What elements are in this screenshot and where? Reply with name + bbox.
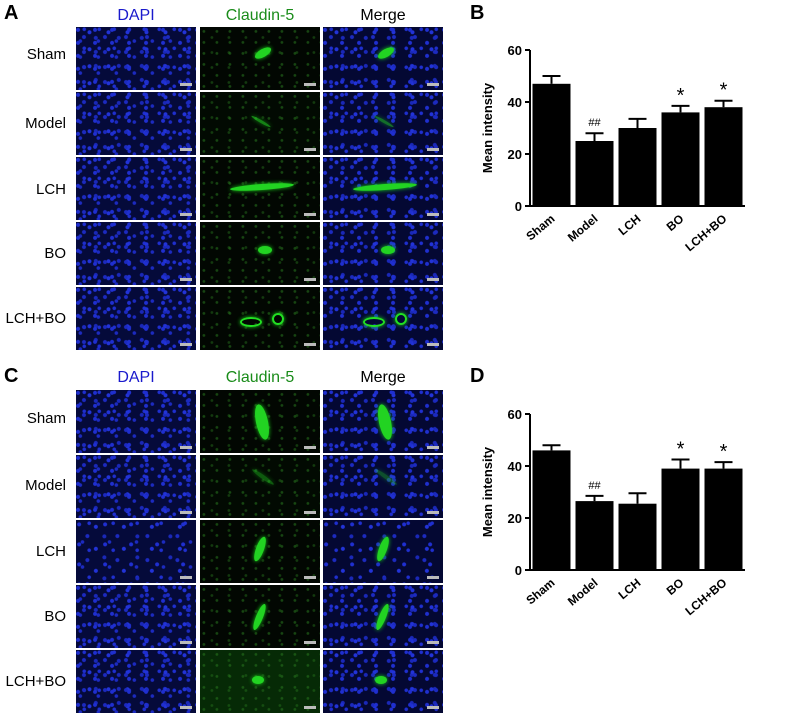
significance-label: ## xyxy=(588,480,601,492)
row-label-lch-c: LCH xyxy=(35,543,66,560)
bar xyxy=(704,107,743,206)
row-label-sham: Sham xyxy=(26,46,66,63)
col-header-dapi-c: DAPI xyxy=(117,369,155,386)
micrograph-merge-lch xyxy=(323,157,443,220)
panel-label-a: A xyxy=(4,2,19,24)
panel-label-b: B xyxy=(470,2,485,24)
col-header-claudin5-c: Claudin-5 xyxy=(225,369,295,386)
significance-label: * xyxy=(677,85,685,107)
micrograph-merge-bo xyxy=(323,222,443,285)
micrograph-merge-lch-bo xyxy=(323,287,443,350)
row-label-lch: LCH xyxy=(35,181,66,198)
x-tick-label: Model xyxy=(565,212,601,245)
micrograph-dapi-bo-c xyxy=(76,585,196,648)
bar xyxy=(704,468,743,570)
bar xyxy=(618,503,657,570)
micrograph-dapi-lch-bo-c xyxy=(76,650,196,713)
y-axis-label: Mean intensity xyxy=(480,82,495,173)
y-tick-label: 20 xyxy=(508,511,522,526)
bar xyxy=(532,450,571,570)
y-axis-label: Mean intensity xyxy=(480,446,495,537)
micrograph-dapi-lch xyxy=(76,157,196,220)
x-tick-label: LCH xyxy=(616,212,644,239)
panel-label-c: C xyxy=(4,365,19,387)
micrograph-merge-lch-bo-c xyxy=(323,650,443,713)
micrograph-claudin-lch xyxy=(200,157,320,220)
bar-chart-d: 0 20 40 60 Mean intensity Sham ## Model LCH * BO * L… xyxy=(480,407,745,619)
panel-label-d: D xyxy=(470,365,485,387)
row-label-lch-bo: LCH+BO xyxy=(5,310,66,327)
micrograph-dapi-sham xyxy=(76,27,196,90)
micrograph-claudin-lch-bo xyxy=(200,287,320,350)
row-label-bo-c: BO xyxy=(44,608,66,625)
bar xyxy=(532,83,571,206)
bar xyxy=(618,128,657,206)
micrograph-dapi-lch-c xyxy=(76,520,196,583)
significance-label: * xyxy=(720,441,728,463)
micrograph-claudin-sham-c xyxy=(200,390,320,453)
row-label-sham-c: Sham xyxy=(26,410,66,427)
micrograph-claudin-bo xyxy=(200,222,320,285)
micrograph-merge-model xyxy=(323,92,443,155)
col-header-merge-c: Merge xyxy=(360,369,406,386)
micrograph-claudin-bo-c xyxy=(200,585,320,648)
micrograph-claudin-lch-c xyxy=(200,520,320,583)
col-header-claudin5: Claudin-5 xyxy=(225,7,295,24)
x-tick-label: BO xyxy=(664,212,687,234)
micrograph-dapi-lch-bo xyxy=(76,287,196,350)
y-tick-label: 40 xyxy=(508,459,522,474)
significance-label: * xyxy=(677,439,685,461)
micrograph-claudin-sham xyxy=(200,27,320,90)
x-tick-label: LCH+BO xyxy=(682,212,729,255)
y-tick-label: 60 xyxy=(508,407,522,422)
x-tick-label: LCH xyxy=(616,576,644,603)
x-tick-label: BO xyxy=(664,576,687,598)
row-label-bo: BO xyxy=(44,245,66,262)
bar xyxy=(661,112,700,206)
y-tick-label: 0 xyxy=(515,563,522,578)
micrograph-dapi-model xyxy=(76,92,196,155)
x-tick-label: Sham xyxy=(523,576,557,608)
x-tick-label: LCH+BO xyxy=(682,576,729,619)
bar xyxy=(575,141,614,206)
micrograph-dapi-model-c xyxy=(76,455,196,518)
micrograph-merge-bo-c xyxy=(323,585,443,648)
micrograph-claudin-model xyxy=(200,92,320,155)
row-label-lch-bo-c: LCH+BO xyxy=(5,673,66,690)
y-tick-label: 0 xyxy=(515,199,522,214)
bar xyxy=(575,501,614,570)
micrograph-merge-sham xyxy=(323,27,443,90)
micrograph-dapi-sham-c xyxy=(76,390,196,453)
significance-label: * xyxy=(720,80,728,102)
micrograph-merge-sham-c xyxy=(323,390,443,453)
micrograph-merge-lch-c xyxy=(323,520,443,583)
micrograph-claudin-model-c xyxy=(200,455,320,518)
micrograph-claudin-lch-bo-c xyxy=(200,650,320,713)
y-tick-label: 60 xyxy=(508,43,522,58)
col-header-dapi: DAPI xyxy=(117,7,155,24)
x-tick-label: Sham xyxy=(523,212,557,244)
bar-chart-b: 0 20 40 60 Mean intensity Sham ## Model LCH * BO * L… xyxy=(480,43,745,255)
y-tick-label: 20 xyxy=(508,147,522,162)
micrograph-merge-model-c xyxy=(323,455,443,518)
row-label-model: Model xyxy=(25,115,66,132)
micrograph-dapi-bo xyxy=(76,222,196,285)
x-tick-label: Model xyxy=(565,576,601,609)
col-header-merge: Merge xyxy=(360,7,406,24)
y-tick-label: 40 xyxy=(508,95,522,110)
bar xyxy=(661,468,700,570)
row-label-model-c: Model xyxy=(25,477,66,494)
significance-label: ## xyxy=(588,117,601,129)
